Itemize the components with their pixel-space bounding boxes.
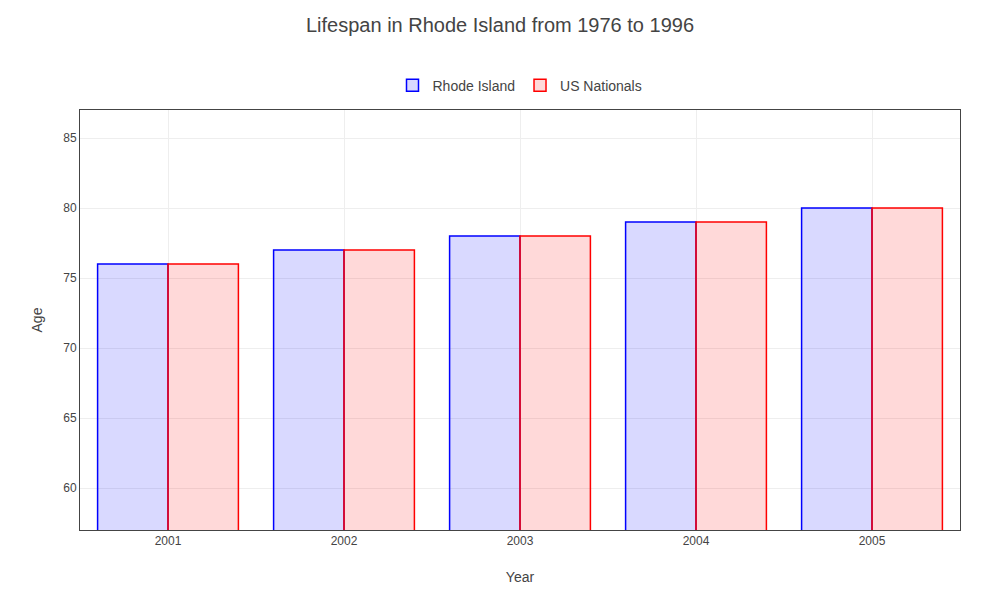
svg-text:2005: 2005 bbox=[859, 534, 886, 548]
svg-text:60: 60 bbox=[63, 481, 77, 495]
svg-text:2004: 2004 bbox=[683, 534, 710, 548]
svg-text:Age: Age bbox=[29, 307, 45, 332]
svg-text:Year: Year bbox=[506, 569, 535, 585]
svg-text:Lifespan in Rhode Island from: Lifespan in Rhode Island from 1976 to 19… bbox=[306, 14, 694, 36]
svg-text:US Nationals: US Nationals bbox=[560, 78, 642, 94]
svg-text:75: 75 bbox=[63, 271, 77, 285]
svg-text:2003: 2003 bbox=[507, 534, 534, 548]
svg-text:80: 80 bbox=[63, 201, 77, 215]
svg-text:2001: 2001 bbox=[155, 534, 182, 548]
svg-text:2002: 2002 bbox=[331, 534, 358, 548]
svg-text:70: 70 bbox=[63, 341, 77, 355]
svg-text:Rhode Island: Rhode Island bbox=[433, 78, 516, 94]
svg-text:85: 85 bbox=[63, 131, 77, 145]
svg-text:65: 65 bbox=[63, 411, 77, 425]
